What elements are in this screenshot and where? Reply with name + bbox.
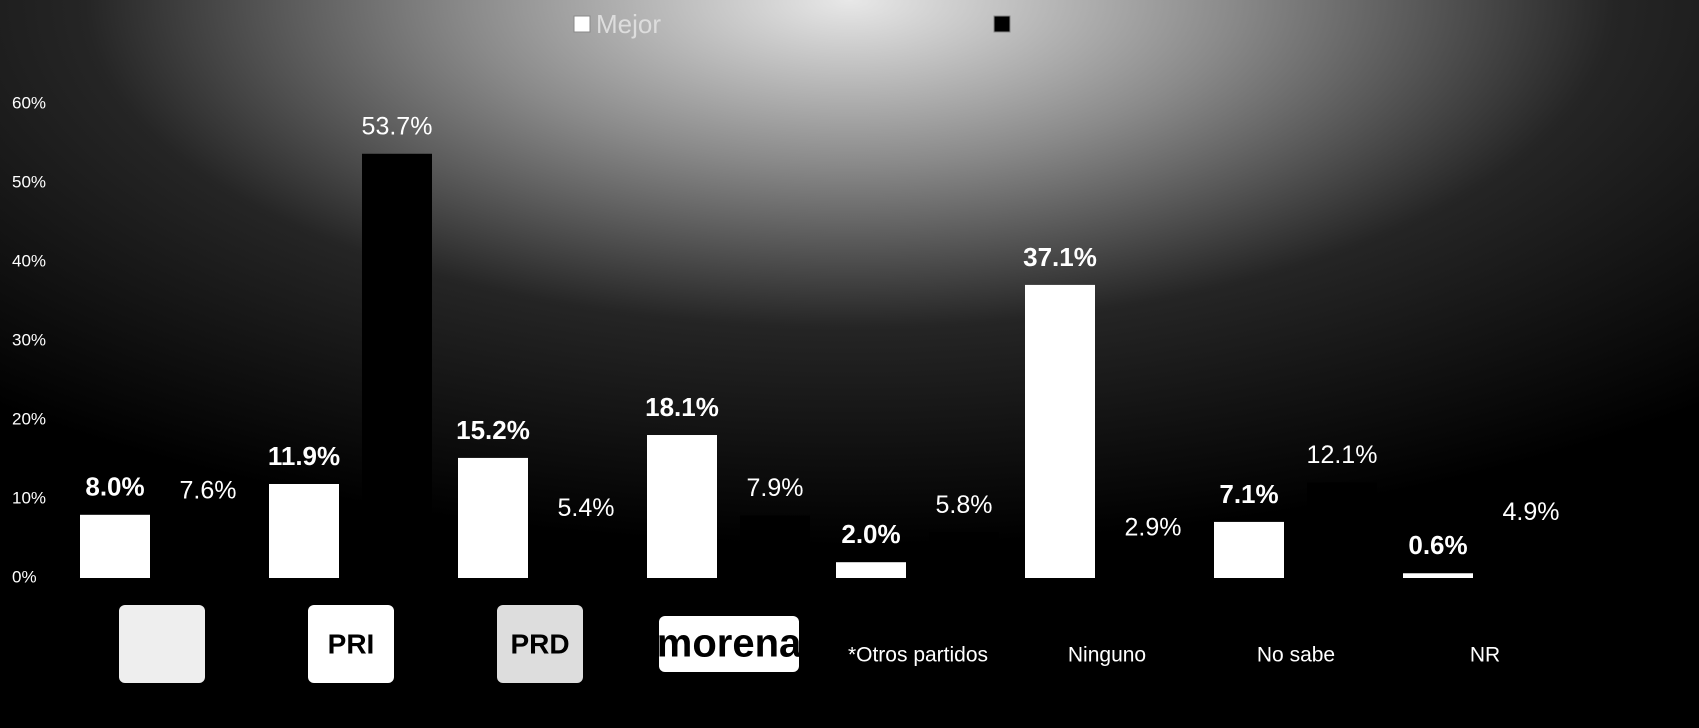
bar — [740, 515, 810, 578]
bar — [551, 535, 621, 578]
data-label: 2.0% — [841, 519, 900, 549]
bar — [1214, 521, 1284, 578]
bar — [1403, 573, 1473, 578]
legend-label: Mejor — [596, 9, 661, 39]
data-label: 8.0% — [85, 472, 144, 502]
y-tick-label: 40% — [12, 251, 46, 270]
bar — [1307, 482, 1377, 578]
bar — [647, 435, 717, 578]
party-logo — [659, 616, 799, 672]
data-label: 12.1% — [1307, 441, 1378, 469]
bar — [1025, 284, 1095, 578]
data-label: 7.1% — [1219, 479, 1278, 509]
bar — [1118, 555, 1188, 578]
party-logo — [497, 605, 583, 683]
y-tick-label: 0% — [12, 567, 37, 586]
bar — [362, 153, 432, 578]
x-tick-label: *Otros partidos — [848, 644, 988, 667]
x-tick-label: PRI — [328, 628, 375, 659]
data-label: 7.9% — [747, 474, 804, 502]
data-label: 5.4% — [558, 494, 615, 522]
data-label: 7.6% — [180, 477, 237, 505]
party-logo — [308, 605, 394, 683]
x-tick-label: morena — [657, 622, 802, 666]
y-tick-label: 50% — [12, 172, 46, 191]
bar — [1496, 539, 1566, 578]
party-logo — [119, 605, 205, 683]
data-label: 5.8% — [936, 491, 993, 519]
bar — [269, 483, 339, 578]
x-tick-label: PRD — [510, 628, 569, 659]
x-tick-label: Ninguno — [1068, 644, 1146, 667]
data-label: 4.9% — [1503, 498, 1560, 526]
data-label: 0.6% — [1408, 530, 1467, 560]
data-label: 53.7% — [362, 112, 433, 140]
y-tick-label: 60% — [12, 93, 46, 112]
bar — [80, 514, 150, 578]
x-tick-label: No sabe — [1257, 644, 1335, 667]
bar — [458, 457, 528, 578]
bar — [173, 517, 243, 578]
x-tick-label: NR — [1470, 644, 1500, 667]
y-tick-label: 20% — [12, 409, 46, 428]
data-label: 2.9% — [1125, 514, 1182, 542]
y-tick-label: 10% — [12, 488, 46, 507]
legend-swatch — [573, 15, 591, 33]
data-label: 37.1% — [1023, 242, 1097, 272]
y-tick-label: 30% — [12, 330, 46, 349]
bar — [836, 562, 906, 578]
data-label: 15.2% — [456, 415, 530, 445]
data-label: 18.1% — [645, 392, 719, 422]
legend-swatch — [993, 15, 1011, 33]
data-label: 11.9% — [268, 441, 340, 471]
bar — [929, 532, 999, 578]
